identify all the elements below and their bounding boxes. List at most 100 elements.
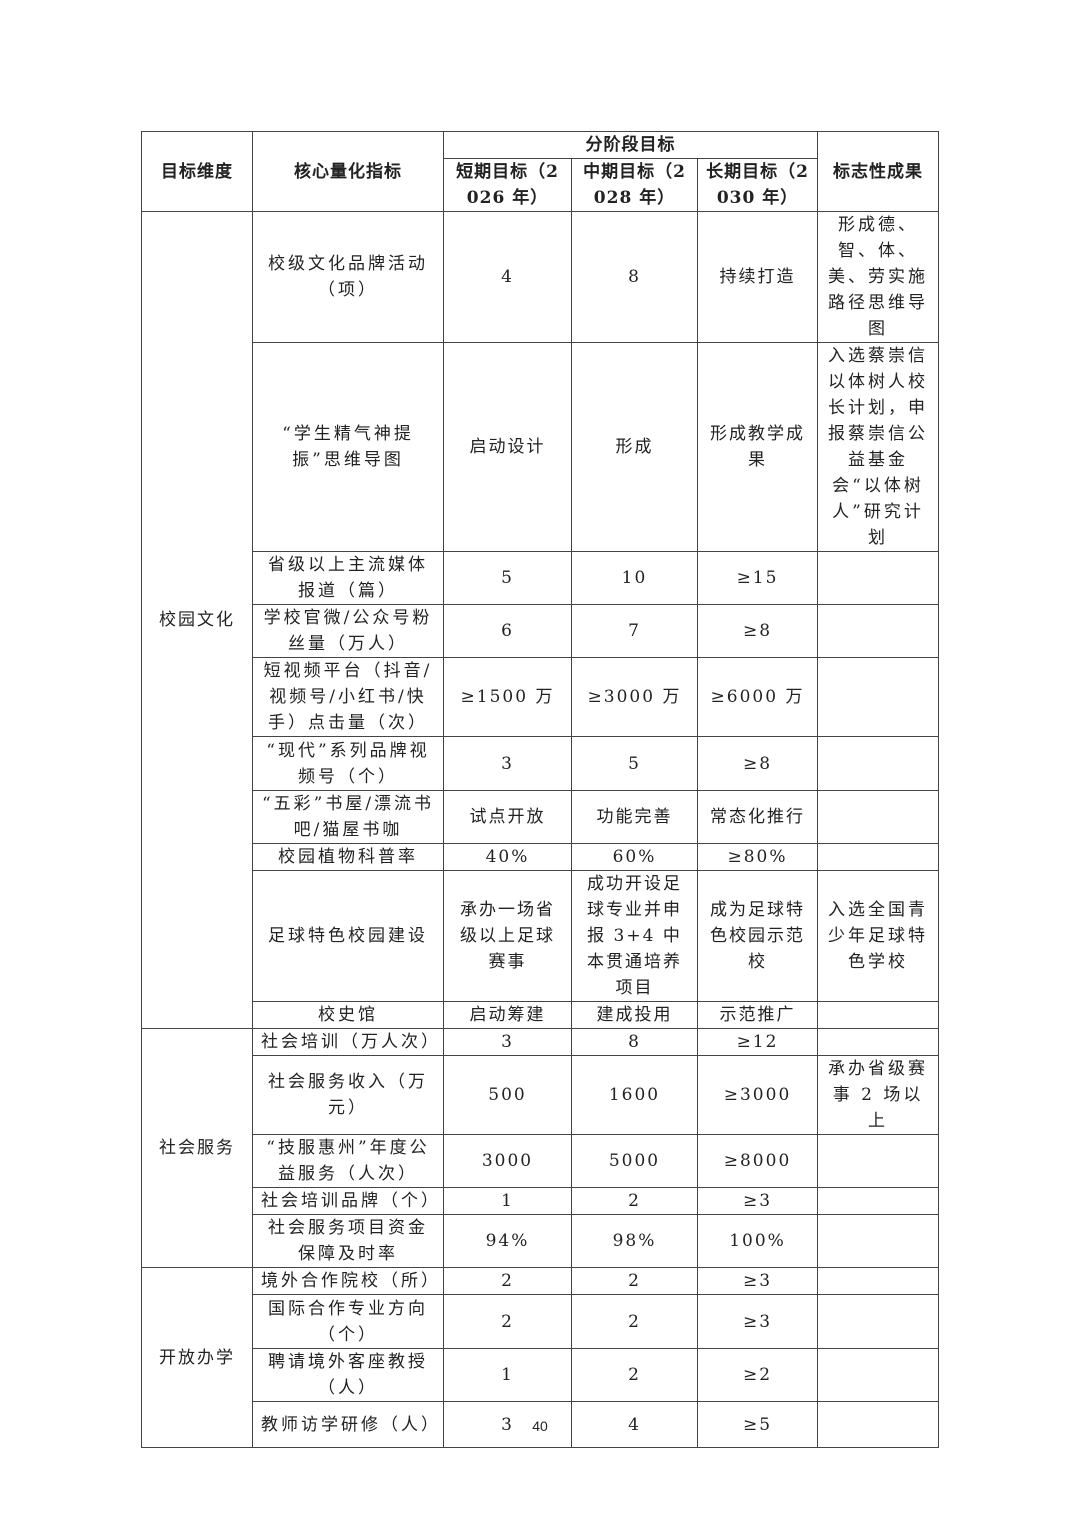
table-row: “技服惠州”年度公益服务（人次） 3000 5000 ≥8000 [142, 1134, 940, 1188]
table-row: 校园植物科普率 40% 60% ≥80% [142, 843, 940, 871]
achievement-cell [817, 1028, 940, 1056]
table-row: 社会服务项目资金保障及时率 94% 98% 100% [142, 1214, 940, 1268]
achievement-cell [817, 604, 940, 658]
achievement-cell [817, 551, 940, 605]
indicator-cell: 足球特色校园建设 [252, 870, 444, 1002]
achievement-cell [817, 1401, 940, 1448]
short-cell: ≥1500 万 [443, 657, 572, 737]
mid-cell: 4 [571, 1401, 698, 1448]
achievement-cell: 承办省级赛事 2 场以上 [817, 1055, 940, 1135]
indicator-cell: 社会服务收入（万元） [252, 1055, 444, 1135]
table-row: 社会培训品牌（个） 1 2 ≥3 [142, 1187, 940, 1215]
long-cell: ≥3 [696, 1187, 819, 1215]
table-row: 社会服务收入（万元） 500 1600 ≥3000 承办省级赛事 2 场以上 [142, 1055, 940, 1135]
table-row: 校园文化 校级文化品牌活动（项） 4 8 持续打造 形成德、智、体、美、劳实施路径思维导图 [141, 211, 940, 1029]
table-row: 省级以上主流媒体报道（篇） 5 10 ≥15 [142, 551, 940, 605]
short-cell: 500 [443, 1055, 572, 1135]
long-cell: ≥2 [696, 1348, 819, 1402]
header-stage: 分阶段目标 [442, 131, 819, 159]
short-cell: 94% [443, 1214, 572, 1268]
table-body: 校园文化 校级文化品牌活动（项） 4 8 持续打造 形成德、智、体、美、劳实施路径思维导图… [141, 211, 940, 1448]
indicator-cell: 校园植物科普率 [252, 843, 444, 871]
indicator-cell: 校史馆 [252, 1001, 444, 1029]
achievement-cell [817, 1267, 940, 1295]
mid-cell: 5 [571, 736, 698, 791]
long-cell: 示范推广 [696, 1001, 819, 1029]
long-cell: ≥5 [696, 1401, 819, 1448]
long-cell: 持续打造 [696, 211, 819, 343]
long-cell: ≥8 [696, 736, 819, 791]
achievement-cell [817, 1001, 940, 1029]
achievement-cell [817, 1348, 940, 1402]
indicator-cell: 境外合作院校（所） [252, 1267, 444, 1295]
header-short: 短期目标（2026 年） [443, 158, 572, 212]
table-row: 校史馆 启动筹建 建成投用 示范推广 [142, 1001, 940, 1029]
mid-cell: 2 [571, 1294, 698, 1349]
indicator-cell: “五彩”书屋/漂流书吧/猫屋书咖 [252, 790, 444, 844]
mid-cell: 功能完善 [571, 790, 698, 844]
long-cell: ≥6000 万 [696, 657, 819, 737]
long-cell: ≥12 [696, 1028, 819, 1056]
mid-cell: 8 [571, 1028, 698, 1056]
mid-cell: 8 [571, 211, 698, 343]
indicator-cell: 社会服务项目资金保障及时率 [252, 1214, 444, 1268]
mid-cell: 60% [571, 843, 698, 871]
table-row: 教师访学研修（人） 3 4 ≥5 [142, 1401, 940, 1448]
indicator-cell: 社会培训（万人次） [252, 1028, 444, 1056]
table-row: “现代”系列品牌视频号（个） 3 5 ≥8 [142, 736, 940, 791]
indicator-cell: “技服惠州”年度公益服务（人次） [252, 1134, 444, 1188]
long-cell: 常态化推行 [696, 790, 819, 844]
mid-cell: 2 [571, 1267, 698, 1295]
short-cell: 2 [443, 1294, 572, 1349]
short-cell: 3 [443, 736, 572, 791]
long-cell: 形成教学成果 [696, 342, 819, 552]
achievement-cell [817, 1214, 940, 1268]
mid-cell: 5000 [571, 1134, 698, 1188]
mid-cell: 98% [571, 1214, 698, 1268]
table-row: “学生精气神提振”思维导图 启动设计 形成 形成教学成果 入选蔡崇信以体树人校长计划，申… [142, 342, 940, 552]
indicator-cell: 社会培训品牌（个） [252, 1187, 444, 1215]
mid-cell: 2 [571, 1348, 698, 1402]
achievement-cell [817, 657, 940, 737]
table-row: 社会服务 社会培训（万人次） 3 8 ≥12 [141, 1028, 940, 1268]
mid-cell: 1600 [571, 1055, 698, 1135]
short-cell: 试点开放 [443, 790, 572, 844]
short-cell: 4 [443, 211, 572, 343]
achievement-cell [817, 790, 940, 844]
short-cell: 6 [443, 604, 572, 658]
indicator-cell: 短视频平台（抖音/视频号/小红书/快手）点击量（次） [252, 657, 444, 737]
short-cell: 启动设计 [443, 342, 572, 552]
dimension-cell: 开放办学 [141, 1267, 253, 1448]
long-cell: ≥8000 [696, 1134, 819, 1188]
long-cell: ≥80% [696, 843, 819, 871]
table-row: “五彩”书屋/漂流书吧/猫屋书咖 试点开放 功能完善 常态化推行 [142, 790, 940, 844]
table-row: 国际合作专业方向（个） 2 2 ≥3 [142, 1294, 940, 1349]
dimension-cell: 校园文化 [141, 211, 253, 1029]
table-row: 学校官微/公众号粉丝量（万人） 6 7 ≥8 [142, 604, 940, 658]
indicator-cell: 学校官微/公众号粉丝量（万人） [252, 604, 444, 658]
achievement-cell [817, 843, 940, 871]
indicator-cell: 教师访学研修（人） [252, 1401, 444, 1448]
short-cell: 40% [443, 843, 572, 871]
table-row: 聘请境外客座教授（人） 1 2 ≥2 [142, 1348, 940, 1402]
mid-cell: 10 [571, 551, 698, 605]
achievement-cell [817, 1187, 940, 1215]
short-cell: 1 [443, 1348, 572, 1402]
indicator-cell: 省级以上主流媒体报道（篇） [252, 551, 444, 605]
short-cell: 1 [443, 1187, 572, 1215]
short-cell: 3000 [443, 1134, 572, 1188]
header-long: 长期目标（2030 年） [696, 158, 819, 212]
header-achievement: 标志性成果 [817, 131, 940, 212]
table-row: 开放办学 境外合作院校（所） 2 2 ≥3 [141, 1267, 940, 1448]
short-cell: 承办一场省级以上足球赛事 [443, 870, 572, 1002]
achievement-cell: 形成德、智、体、美、劳实施路径思维导图 [817, 211, 940, 343]
targets-table: 目标维度 核心量化指标 分阶段目标 标志性成果 短期目标（2026 年） 中期目… [141, 131, 940, 1448]
indicator-cell: 校级文化品牌活动（项） [252, 211, 444, 343]
long-cell: 成为足球特色校园示范校 [696, 870, 819, 1002]
indicator-cell: 国际合作专业方向（个） [252, 1294, 444, 1349]
mid-cell: 建成投用 [571, 1001, 698, 1029]
achievement-cell: 入选蔡崇信以体树人校长计划，申报蔡崇信公益基金会“以体树人”研究计划 [817, 342, 940, 552]
page-number: 40 [532, 1418, 548, 1434]
short-cell: 启动筹建 [443, 1001, 572, 1029]
long-cell: ≥3000 [696, 1055, 819, 1135]
